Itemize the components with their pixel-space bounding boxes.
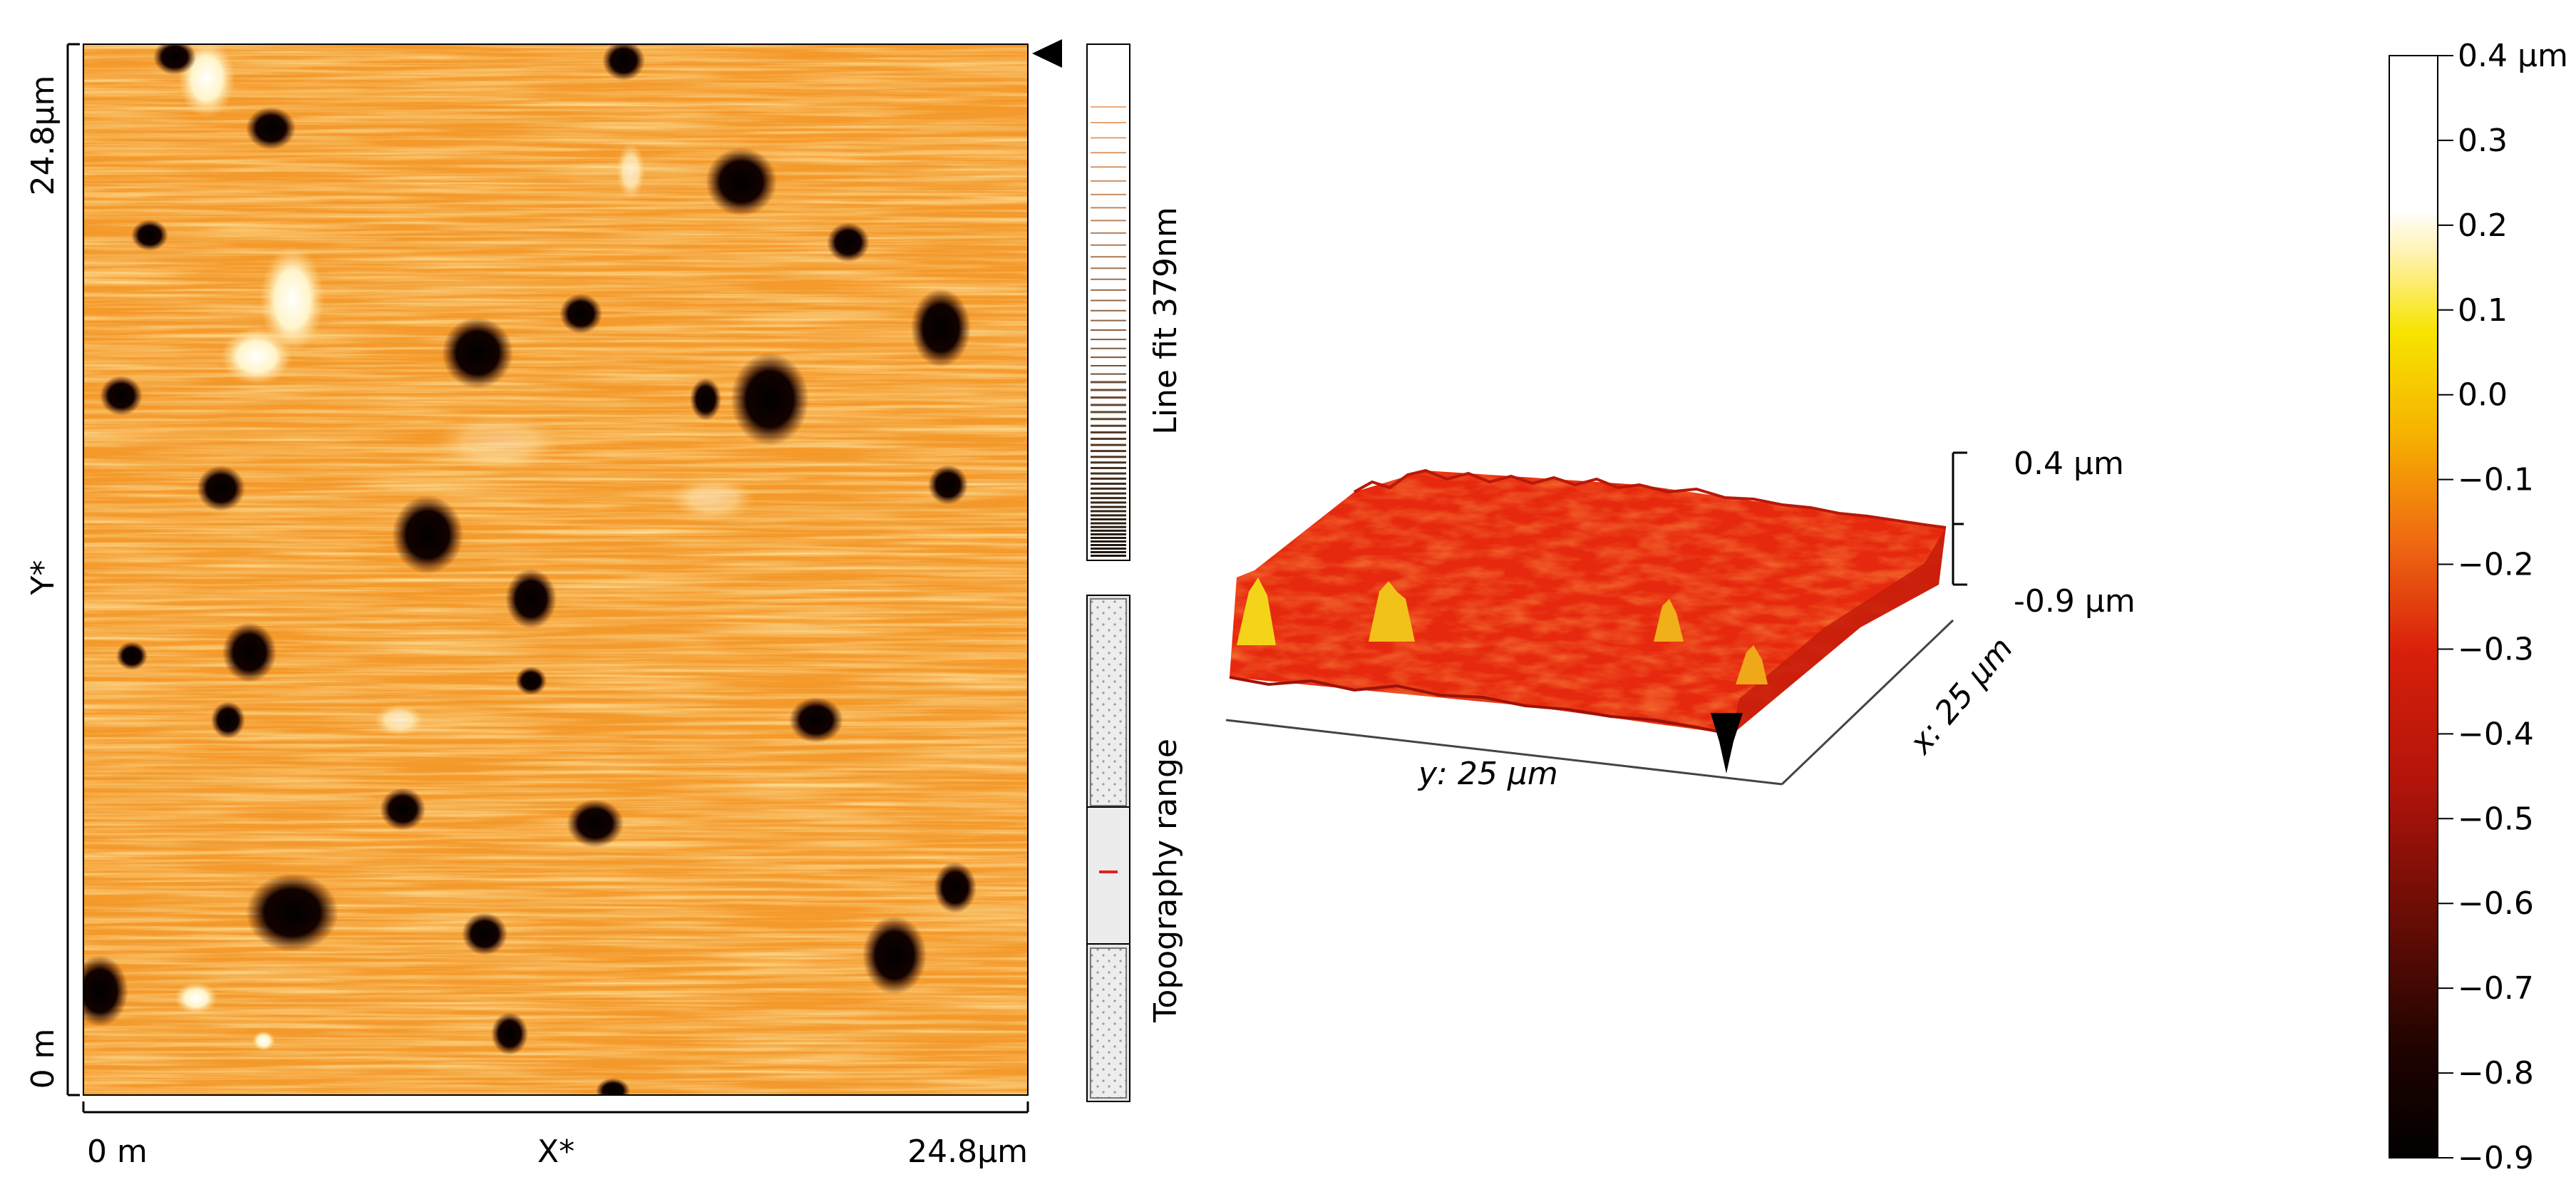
- line-marker-icon[interactable]: [1032, 39, 1062, 68]
- colorbar-tick-label: −0.3: [2458, 631, 2534, 667]
- topography-range-label: Topography range: [1148, 739, 1184, 1023]
- y-mid-label: Y*: [25, 560, 61, 596]
- colorbar-tick-label: −0.1: [2458, 462, 2534, 498]
- colorbar-tick-label: −0.8: [2458, 1055, 2534, 1091]
- dark-pits: [83, 44, 977, 1095]
- z-top-label: 0.4 µm: [2014, 446, 2124, 482]
- x-left-label: 0 m: [87, 1134, 148, 1170]
- range-top-handle[interactable]: [1090, 598, 1127, 806]
- topography-range-panel: Topography range: [1086, 595, 1184, 1102]
- line-fit-label: Line fit 379nm: [1148, 207, 1184, 434]
- x-mid-label: X*: [537, 1134, 575, 1170]
- colorbar-tick-label: 0.0: [2458, 377, 2508, 413]
- y-bottom-label: 0 m: [25, 1029, 61, 1089]
- z-bottom-label: -0.9 µm: [2014, 583, 2135, 620]
- colorbar-tick-label: −0.6: [2458, 885, 2534, 922]
- surface-y-axis-label: y: 25 µm: [1417, 756, 1558, 792]
- afm-topography-map: [83, 43, 1029, 1096]
- height-colorbar: 0.4 µm 0.3 0.2 0.1 0.0 −0.1 −0.2 −0.3 −0.4 −0.5 −…: [2389, 38, 2568, 1176]
- colorbar-tick-label: −0.4: [2458, 716, 2534, 752]
- colorbar-tick-label: −0.5: [2458, 801, 2534, 837]
- map-x-axis: 0 m X* 24.8µm: [82, 1101, 1029, 1170]
- colorbar-ticks: 0.3 0.2 0.1 0.0 −0.1 −0.2 −0.3 −0.4 −0.5 −0.6 −0.7…: [2438, 123, 2534, 1176]
- colorbar-top-label: 0.4 µm: [2458, 38, 2568, 74]
- range-bottom-handle[interactable]: [1090, 947, 1127, 1099]
- x-right-label: 24.8µm: [907, 1134, 1028, 1170]
- colorbar-tick-label: 0.2: [2458, 207, 2508, 244]
- colorbar-tick-label: 0.1: [2458, 292, 2508, 329]
- line-fit-stripes: [1091, 106, 1126, 557]
- colorbar-tick-label: −0.2: [2458, 547, 2534, 583]
- map-y-axis: 24.8µm Y* 0 m: [25, 43, 80, 1096]
- colorbar-tick-label: −0.9: [2458, 1140, 2534, 1176]
- range-window[interactable]: [1086, 806, 1130, 945]
- bright-features: [175, 44, 756, 1051]
- colorbar-tick-label: −0.7: [2458, 970, 2534, 1007]
- colorbar-tick-label: 0.3: [2458, 123, 2508, 159]
- surface-3d-view: 0.4 µm -0.9 µm y: 25 µm x: 25 µm: [1225, 446, 2135, 792]
- y-top-label: 24.8µm: [25, 76, 61, 196]
- surface-x-axis-label: x: 25 µm: [1902, 630, 2020, 761]
- line-fit-panel: Line fit 379nm: [1086, 43, 1184, 561]
